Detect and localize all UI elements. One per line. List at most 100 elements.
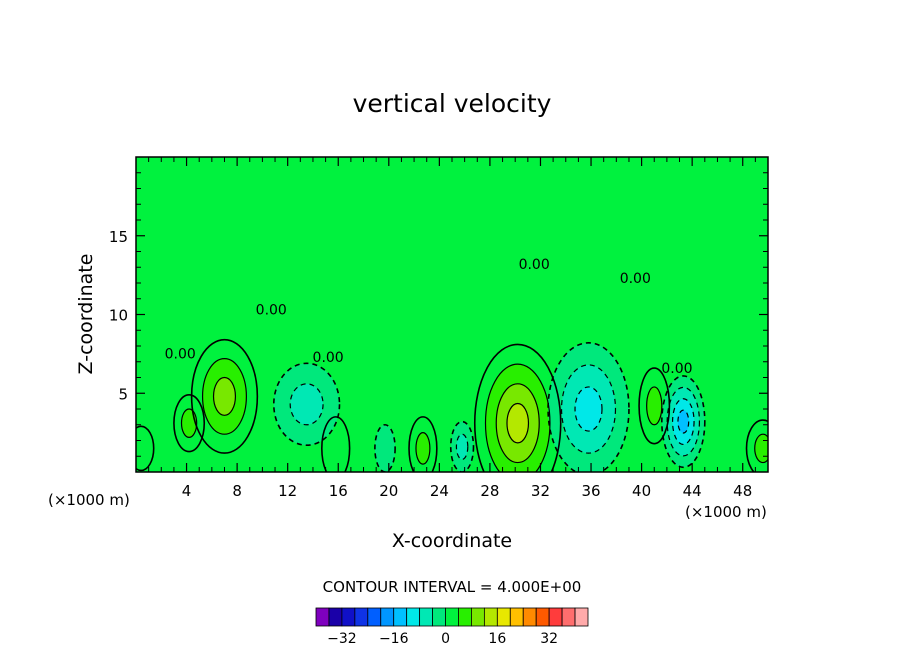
contour-line-downdraft [455,433,469,460]
contour-line-updraft [745,419,768,472]
y-tick-label: 15 [109,228,128,246]
x-units-right: (×1000 m) [685,503,767,521]
y-axis-label: Z-coordinate [75,254,97,375]
contour-label: 0.00 [256,303,287,319]
colorbar-tick-label: 32 [540,631,558,647]
colorbar-tick-label: −16 [379,631,409,647]
contour-fill-downdraft [677,410,689,434]
x-tick-label: 4 [182,482,192,500]
contour-fill-downdraft [456,434,468,460]
colorbar-swatch [406,607,421,627]
contour-line-updraft [484,363,551,472]
x-units-left: (×1000 m) [48,491,130,509]
contour-line-downdraft [374,423,396,472]
contour-fill-updraft [506,403,529,443]
contour-fill-updraft [646,386,662,425]
colorbar-swatch [445,607,459,627]
x-tick-label: 28 [480,482,499,500]
colorbar-swatch [419,607,433,627]
contour-line-updraft [173,394,206,453]
colorbar-swatch [432,607,446,627]
colorbar: −32 −16 0 16 32 [315,607,589,647]
colorbar-swatch [535,607,550,627]
colorbar-swatch [458,607,472,627]
contour-label: 0.00 [620,271,651,287]
colorbar-swatch [548,607,563,627]
y-tick-label: 10 [109,307,128,325]
colorbar-swatch [328,607,343,627]
contour-fill-updraft [213,377,236,416]
x-axis: 4 8 12 16 20 24 28 32 36 40 44 48 [148,157,756,500]
contour-line-updraft [190,338,259,454]
contour-label: 0.00 [519,257,550,273]
colorbar-tick-label: −32 [327,631,357,647]
contour-line-updraft [473,343,562,472]
contour-line-downdraft [272,362,341,447]
contour-line-updraft [506,402,530,444]
contour-line-downdraft [666,386,701,457]
colorbar-swatch [471,607,485,627]
x-tick-label: 16 [329,482,348,500]
colorbar-swatch [561,607,576,627]
contour-label: 0.00 [165,347,196,363]
x-tick-label: 32 [531,482,550,500]
contour-line-updraft [408,416,438,472]
x-tick-label: 48 [733,482,752,500]
contour-line-updraft [321,416,351,472]
contour-lines [136,338,768,472]
colorbar-swatch [341,607,356,627]
x-tick-label: 36 [581,482,600,500]
contour-interval-note: CONTOUR INTERVAL = 4.000E+00 [323,578,582,596]
contour-fill-downdraft [290,383,324,425]
contour-line-updraft [495,383,540,464]
contour-line-downdraft [677,409,690,434]
contour-line-updraft [180,408,198,438]
contour-line-downdraft [671,398,695,446]
contour-line-updraft [201,358,247,435]
colorbar-swatch [522,607,537,627]
x-tick-label: 44 [683,482,702,500]
colorbar-swatch [354,607,369,627]
contour-line-downdraft [574,386,603,432]
contour-field: 0.00 0.00 0.00 0.00 0.00 0.00 [136,157,768,472]
colorbar-swatch [574,607,589,627]
contour-fills [136,339,768,472]
contour-line-updraft [646,386,663,426]
x-axis-label: X-coordinate [392,530,512,552]
y-tick-label: 5 [118,385,128,403]
colorbar-tick-label: 16 [488,631,506,647]
x-tick-label: 40 [632,482,651,500]
colorbar-swatch [496,607,511,627]
contour-line-downdraft [560,364,617,454]
colorbar-swatch [380,607,395,627]
colorbar-swatch [393,607,408,627]
contour-fill-updraft [415,432,430,465]
contour-fill-updraft [136,426,154,471]
contour-line-updraft [638,367,671,445]
chart-title: vertical velocity [353,89,552,118]
contour-line-updraft [136,425,155,472]
contour-line-downdraft [661,375,706,469]
y-axis: 5 10 15 [109,172,768,457]
contour-label: 0.00 [661,361,692,377]
colorbar-swatch [509,607,524,627]
colorbar-swatch [483,607,498,627]
contour-line-updraft [415,432,431,465]
contour-line-downdraft [547,342,630,472]
colorbar-swatch [367,607,382,627]
contour-label: 0.00 [313,350,344,366]
x-tick-label: 12 [278,482,297,500]
x-tick-label: 20 [379,482,398,500]
colorbar-swatch [315,607,330,627]
x-tick-label: 24 [430,482,449,500]
contour-labels: 0.00 0.00 0.00 0.00 0.00 0.00 [165,257,693,377]
contour-line-updraft [212,376,237,416]
contour-line-updraft [754,433,768,464]
x-tick-label: 8 [232,482,242,500]
contour-fill-updraft [754,434,768,463]
contour-fill-downdraft [374,424,396,472]
colorbar-tick-label: 0 [441,631,450,647]
contour-fill-downdraft [575,386,602,432]
contour-line-downdraft [289,383,324,426]
